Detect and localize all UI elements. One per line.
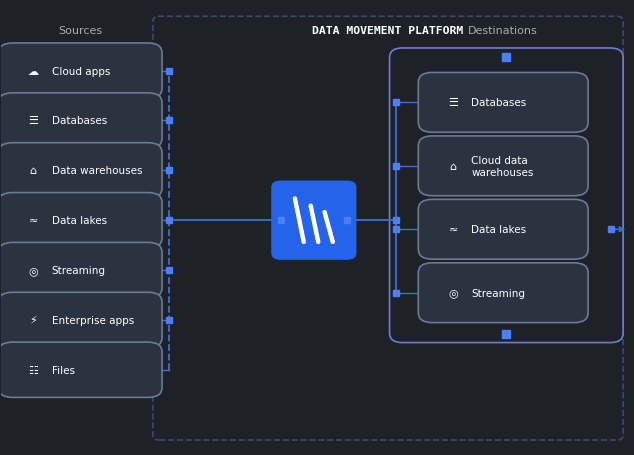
- FancyBboxPatch shape: [0, 193, 162, 248]
- Text: ☰: ☰: [29, 116, 38, 126]
- Text: ⌂: ⌂: [30, 166, 37, 176]
- FancyBboxPatch shape: [0, 293, 162, 348]
- Text: ◎: ◎: [29, 265, 38, 275]
- FancyBboxPatch shape: [418, 73, 588, 133]
- FancyBboxPatch shape: [0, 44, 162, 99]
- Text: ☷: ☷: [29, 365, 38, 375]
- Text: ◎: ◎: [448, 288, 458, 298]
- FancyBboxPatch shape: [271, 181, 356, 260]
- FancyBboxPatch shape: [0, 243, 162, 298]
- FancyBboxPatch shape: [0, 94, 162, 149]
- Text: ☁: ☁: [28, 66, 39, 76]
- Text: Data lakes: Data lakes: [51, 216, 107, 226]
- Text: Destinations: Destinations: [469, 26, 538, 36]
- Text: ⚡: ⚡: [29, 315, 37, 325]
- Text: Files: Files: [51, 365, 75, 375]
- FancyBboxPatch shape: [0, 342, 162, 398]
- FancyBboxPatch shape: [418, 200, 588, 260]
- FancyBboxPatch shape: [418, 136, 588, 196]
- Text: ⌂: ⌂: [450, 162, 456, 172]
- Text: Data warehouses: Data warehouses: [51, 166, 142, 176]
- Text: ☰: ☰: [448, 98, 458, 108]
- Text: Sources: Sources: [58, 26, 102, 36]
- Text: Enterprise apps: Enterprise apps: [51, 315, 134, 325]
- Text: Streaming: Streaming: [51, 265, 106, 275]
- Text: Databases: Databases: [471, 98, 527, 108]
- FancyBboxPatch shape: [0, 143, 162, 198]
- Text: ≈: ≈: [29, 216, 38, 226]
- Text: DATA MOVEMENT PLATFORM: DATA MOVEMENT PLATFORM: [312, 26, 463, 36]
- Text: Streaming: Streaming: [471, 288, 526, 298]
- FancyBboxPatch shape: [418, 263, 588, 323]
- Text: Databases: Databases: [51, 116, 107, 126]
- Text: Cloud data
warehouses: Cloud data warehouses: [471, 156, 534, 177]
- Text: ≈: ≈: [448, 225, 458, 235]
- Text: Data lakes: Data lakes: [471, 225, 526, 235]
- Text: Cloud apps: Cloud apps: [51, 66, 110, 76]
